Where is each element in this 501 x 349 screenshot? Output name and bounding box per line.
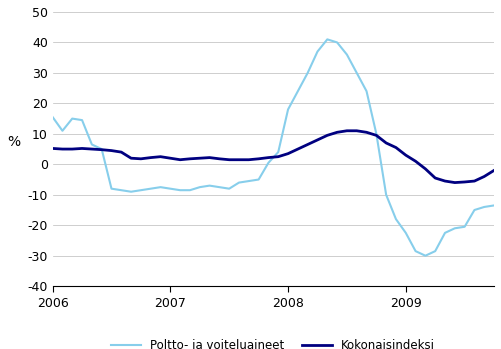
Line: Kokonaisindeksi: Kokonaisindeksi bbox=[53, 131, 494, 183]
Kokonaisindeksi bbox=[364, 130, 370, 134]
Poltto- ja voiteluaineet bbox=[491, 203, 497, 208]
Kokonaisindeksi bbox=[206, 156, 212, 160]
Poltto- ja voiteluaineet bbox=[373, 132, 379, 136]
Kokonaisindeksi bbox=[138, 157, 144, 161]
Poltto- ja voiteluaineet bbox=[364, 89, 370, 93]
Kokonaisindeksi bbox=[324, 133, 330, 138]
Poltto- ja voiteluaineet bbox=[266, 161, 272, 165]
Kokonaisindeksi bbox=[118, 150, 124, 154]
Kokonaisindeksi bbox=[167, 156, 173, 160]
Kokonaisindeksi bbox=[187, 157, 193, 161]
Kokonaisindeksi bbox=[295, 147, 301, 151]
Y-axis label: %: % bbox=[7, 135, 20, 149]
Kokonaisindeksi bbox=[69, 147, 75, 151]
Poltto- ja voiteluaineet bbox=[167, 187, 173, 191]
Poltto- ja voiteluaineet bbox=[138, 188, 144, 192]
Poltto- ja voiteluaineet bbox=[187, 188, 193, 192]
Kokonaisindeksi bbox=[334, 130, 340, 134]
Kokonaisindeksi bbox=[89, 147, 95, 151]
Poltto- ja voiteluaineet bbox=[403, 231, 409, 235]
Kokonaisindeksi bbox=[79, 146, 85, 150]
Poltto- ja voiteluaineet bbox=[206, 184, 212, 188]
Kokonaisindeksi bbox=[216, 157, 222, 161]
Poltto- ja voiteluaineet bbox=[109, 187, 115, 191]
Poltto- ja voiteluaineet bbox=[452, 226, 458, 230]
Poltto- ja voiteluaineet bbox=[246, 179, 252, 183]
Poltto- ja voiteluaineet bbox=[79, 118, 85, 122]
Kokonaisindeksi bbox=[50, 146, 56, 150]
Poltto- ja voiteluaineet bbox=[128, 190, 134, 194]
Poltto- ja voiteluaineet bbox=[295, 89, 301, 93]
Poltto- ja voiteluaineet bbox=[334, 40, 340, 45]
Poltto- ja voiteluaineet bbox=[344, 52, 350, 57]
Kokonaisindeksi bbox=[403, 153, 409, 157]
Poltto- ja voiteluaineet bbox=[256, 177, 262, 181]
Poltto- ja voiteluaineet bbox=[471, 208, 477, 212]
Line: Poltto- ja voiteluaineet: Poltto- ja voiteluaineet bbox=[53, 39, 494, 256]
Kokonaisindeksi bbox=[393, 146, 399, 150]
Kokonaisindeksi bbox=[315, 138, 321, 142]
Poltto- ja voiteluaineet bbox=[315, 50, 321, 54]
Kokonaisindeksi bbox=[266, 156, 272, 160]
Kokonaisindeksi bbox=[275, 155, 281, 159]
Kokonaisindeksi bbox=[354, 129, 360, 133]
Poltto- ja voiteluaineet bbox=[157, 185, 163, 189]
Kokonaisindeksi bbox=[383, 141, 389, 145]
Kokonaisindeksi bbox=[481, 174, 487, 179]
Kokonaisindeksi bbox=[442, 179, 448, 183]
Poltto- ja voiteluaineet bbox=[236, 180, 242, 185]
Kokonaisindeksi bbox=[413, 159, 419, 163]
Poltto- ja voiteluaineet bbox=[285, 107, 291, 112]
Poltto- ja voiteluaineet bbox=[216, 185, 222, 189]
Poltto- ja voiteluaineet bbox=[324, 37, 330, 42]
Kokonaisindeksi bbox=[226, 158, 232, 162]
Poltto- ja voiteluaineet bbox=[89, 142, 95, 147]
Kokonaisindeksi bbox=[148, 156, 154, 160]
Kokonaisindeksi bbox=[60, 147, 66, 151]
Kokonaisindeksi bbox=[491, 168, 497, 172]
Poltto- ja voiteluaineet bbox=[275, 150, 281, 154]
Poltto- ja voiteluaineet bbox=[69, 117, 75, 121]
Poltto- ja voiteluaineet bbox=[354, 71, 360, 75]
Poltto- ja voiteluaineet bbox=[50, 115, 56, 119]
Kokonaisindeksi bbox=[197, 156, 203, 160]
Kokonaisindeksi bbox=[461, 180, 467, 184]
Poltto- ja voiteluaineet bbox=[413, 249, 419, 253]
Kokonaisindeksi bbox=[256, 157, 262, 161]
Poltto- ja voiteluaineet bbox=[383, 193, 389, 197]
Kokonaisindeksi bbox=[422, 167, 428, 171]
Kokonaisindeksi bbox=[344, 129, 350, 133]
Poltto- ja voiteluaineet bbox=[442, 231, 448, 235]
Kokonaisindeksi bbox=[128, 156, 134, 160]
Kokonaisindeksi bbox=[246, 158, 252, 162]
Kokonaisindeksi bbox=[471, 179, 477, 183]
Poltto- ja voiteluaineet bbox=[177, 188, 183, 192]
Kokonaisindeksi bbox=[452, 180, 458, 185]
Poltto- ja voiteluaineet bbox=[481, 205, 487, 209]
Kokonaisindeksi bbox=[99, 148, 105, 152]
Poltto- ja voiteluaineet bbox=[393, 217, 399, 221]
Kokonaisindeksi bbox=[305, 142, 311, 147]
Poltto- ja voiteluaineet bbox=[461, 225, 467, 229]
Kokonaisindeksi bbox=[373, 133, 379, 138]
Poltto- ja voiteluaineet bbox=[148, 187, 154, 191]
Poltto- ja voiteluaineet bbox=[422, 254, 428, 258]
Legend: Poltto- ja voiteluaineet, Kokonaisindeksi: Poltto- ja voiteluaineet, Kokonaisindeks… bbox=[107, 335, 440, 349]
Poltto- ja voiteluaineet bbox=[226, 187, 232, 191]
Kokonaisindeksi bbox=[236, 158, 242, 162]
Poltto- ja voiteluaineet bbox=[118, 188, 124, 192]
Kokonaisindeksi bbox=[177, 158, 183, 162]
Poltto- ja voiteluaineet bbox=[197, 185, 203, 189]
Kokonaisindeksi bbox=[157, 155, 163, 159]
Poltto- ja voiteluaineet bbox=[305, 71, 311, 75]
Kokonaisindeksi bbox=[432, 176, 438, 180]
Kokonaisindeksi bbox=[109, 148, 115, 153]
Poltto- ja voiteluaineet bbox=[60, 129, 66, 133]
Poltto- ja voiteluaineet bbox=[99, 147, 105, 151]
Poltto- ja voiteluaineet bbox=[432, 249, 438, 253]
Kokonaisindeksi bbox=[285, 151, 291, 156]
